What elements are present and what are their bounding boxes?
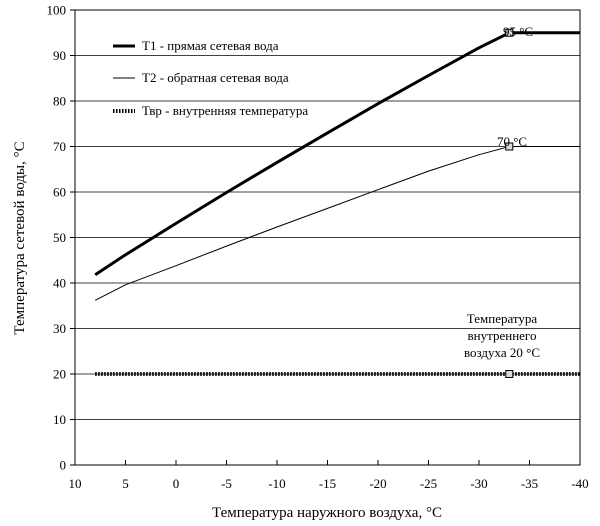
y-tick-label-10: 100 xyxy=(47,3,67,18)
x-tick-label-4: -10 xyxy=(268,476,285,491)
y-tick-label-3: 30 xyxy=(53,321,66,336)
series-line-1 xyxy=(94,146,580,301)
series-line-0 xyxy=(94,31,580,277)
x-tick-label-0: 10 xyxy=(69,476,82,491)
legend-label-tvr: Твр - внутренняя температура xyxy=(142,103,308,118)
legend-label-t1: Т1 - прямая сетевая вода xyxy=(142,38,279,53)
x-tick-label-5: -15 xyxy=(319,476,336,491)
y-tick-label-8: 80 xyxy=(53,94,66,109)
annotation-indoor-line2: внутреннего xyxy=(468,328,537,343)
x-axis-title: Температура наружного воздуха, °С xyxy=(212,505,442,521)
y-tick-label-7: 70 xyxy=(53,139,66,154)
y-tick-label-6: 60 xyxy=(53,185,66,200)
x-tick-label-2: 0 xyxy=(173,476,180,491)
annotation-indoor-line1: Температура xyxy=(467,311,538,326)
y-tick-label-9: 90 xyxy=(53,48,66,63)
x-tick-label-9: -35 xyxy=(521,476,538,491)
break-marker-2 xyxy=(505,370,514,378)
annotation-t1-break: 95 °С xyxy=(503,24,533,39)
x-tick-label-10: -40 xyxy=(571,476,588,491)
y-tick-label-0: 0 xyxy=(60,458,67,473)
y-tick-label-2: 20 xyxy=(53,367,66,382)
x-tick-label-1: 5 xyxy=(122,476,129,491)
y-tick-label-4: 40 xyxy=(53,276,66,291)
x-tick-label-6: -20 xyxy=(369,476,386,491)
y-tick-label-1: 10 xyxy=(53,412,66,427)
annotation-t2-break: 70 °С xyxy=(497,134,527,149)
x-tick-label-3: -5 xyxy=(221,476,232,491)
legend-label-t2: Т2 - обратная сетевая вода xyxy=(142,70,289,85)
legend: Т1 - прямая сетевая вода Т2 - обратная с… xyxy=(113,38,308,118)
x-axis-ticks: 10 5 0 -5 -10 -15 -20 -25 -30 -35 -40 xyxy=(69,460,589,491)
y-axis-ticks: 0 10 20 30 40 50 60 70 80 90 100 xyxy=(47,3,75,473)
break-marker-0 xyxy=(505,28,514,37)
break-marker-1 xyxy=(505,142,514,151)
series-group xyxy=(94,31,580,376)
y-axis-title: Температура сетевой воды, °С xyxy=(12,141,28,334)
x-tick-label-8: -30 xyxy=(470,476,487,491)
x-tick-label-7: -25 xyxy=(420,476,437,491)
y-tick-label-5: 50 xyxy=(53,230,66,245)
annotation-indoor-line3: воздуха 20 °С xyxy=(464,345,540,360)
break-markers xyxy=(505,28,514,378)
